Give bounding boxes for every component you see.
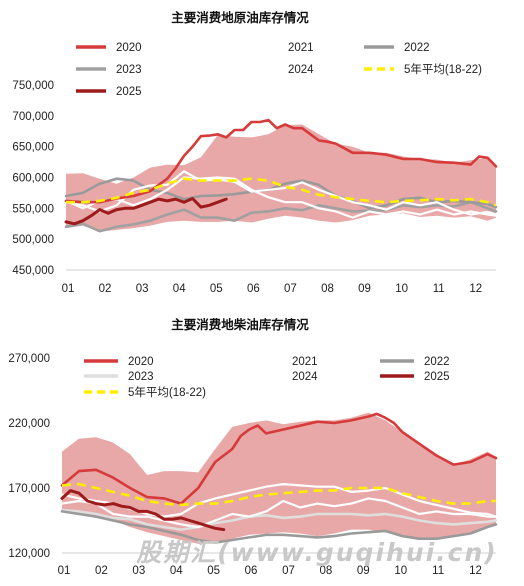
x-tick-label: 09 bbox=[358, 283, 371, 295]
y-tick-label: 600,000 bbox=[12, 173, 54, 185]
y-tick-label: 170,000 bbox=[8, 483, 50, 495]
series-line-51822 bbox=[61, 482, 496, 507]
y-tick-label: 270,000 bbox=[8, 353, 50, 365]
diesel-inventory-chart: 120,000 170,000 220,000 270,000 01 02 03 04 05 06… bbox=[8, 353, 498, 577]
x-tick-label: 05 bbox=[210, 283, 223, 295]
series-line-2020 bbox=[60, 412, 498, 505]
diesel-chart-title: 主要消费地柴油库存情况 bbox=[171, 317, 309, 332]
x-tick-label: 08 bbox=[321, 283, 334, 295]
series-line-2023 bbox=[60, 508, 498, 531]
x-tick-label: 12 bbox=[469, 565, 482, 577]
x-tick-label: 04 bbox=[173, 283, 186, 295]
x-tick-label: 02 bbox=[99, 283, 112, 295]
legend-label: 5年平均(18-22) bbox=[404, 62, 482, 76]
legend-label: 5年平均(18-22) bbox=[128, 385, 206, 399]
y-tick-label: 750,000 bbox=[12, 80, 54, 92]
legend-label: 2024 bbox=[292, 371, 318, 383]
x-tick-label: 07 bbox=[284, 283, 297, 295]
series-line-2022 bbox=[60, 510, 498, 544]
x-tick-label: 12 bbox=[469, 283, 482, 295]
x-tick-label: 09 bbox=[357, 565, 370, 577]
y-tick-label: 120,000 bbox=[8, 548, 50, 560]
x-tick-label: 01 bbox=[62, 283, 75, 295]
x-tick-label: 07 bbox=[282, 565, 295, 577]
legend-label: 2023 bbox=[128, 371, 154, 383]
series-line-2025 bbox=[60, 489, 226, 532]
x-tick-label: 06 bbox=[247, 283, 260, 295]
x-tick-label: 10 bbox=[395, 283, 408, 295]
y-tick-label: 500,000 bbox=[12, 234, 54, 246]
legend-label: 2025 bbox=[424, 371, 450, 383]
legend-label: 2025 bbox=[116, 86, 142, 98]
x-tick-label: 03 bbox=[132, 565, 145, 577]
series-line-2025 bbox=[64, 197, 228, 226]
x-tick-label: 04 bbox=[170, 565, 183, 577]
x-tick-label: 02 bbox=[95, 565, 108, 577]
y-tick-label: 550,000 bbox=[12, 203, 54, 215]
series-line-2023 bbox=[64, 200, 498, 233]
y-tick-label: 450,000 bbox=[12, 265, 54, 277]
y-tick-label: 650,000 bbox=[12, 142, 54, 154]
x-tick-label: 01 bbox=[58, 565, 71, 577]
watermark-text: 股期汇(www.guqihui.cn) bbox=[135, 538, 497, 567]
x-tick-label: 05 bbox=[207, 565, 220, 577]
x-tick-label: 11 bbox=[433, 283, 445, 295]
x-tick-label: 03 bbox=[136, 283, 149, 295]
legend-label: 2022 bbox=[404, 42, 430, 54]
x-tick-label: 06 bbox=[245, 565, 258, 577]
legend-label: 2021 bbox=[288, 42, 314, 54]
y-tick-label: 700,000 bbox=[12, 111, 54, 123]
y-tick-label: 220,000 bbox=[8, 418, 50, 430]
series-line-2021 bbox=[64, 170, 498, 216]
legend-label: 2021 bbox=[292, 356, 318, 368]
x-tick-label: 10 bbox=[394, 565, 407, 577]
legend-label: 2020 bbox=[128, 356, 154, 368]
legend-label: 2020 bbox=[116, 42, 142, 54]
series-line-2020 bbox=[64, 118, 498, 204]
legend-label: 2023 bbox=[116, 64, 142, 76]
legend-label: 2024 bbox=[288, 64, 314, 76]
crude-inventory-chart: 450,000 500,000 550,000 600,000 650,000 700,0… bbox=[12, 42, 498, 295]
x-tick-label: 08 bbox=[319, 565, 332, 577]
series-line-2022 bbox=[64, 177, 498, 210]
series-line-2024 bbox=[64, 176, 498, 219]
x-tick-label: 11 bbox=[432, 565, 444, 577]
crude-chart-title: 主要消费地原油库存情况 bbox=[171, 10, 309, 25]
series-line-2024 bbox=[60, 497, 498, 529]
legend-label: 2022 bbox=[424, 356, 450, 368]
range-band bbox=[62, 412, 496, 544]
